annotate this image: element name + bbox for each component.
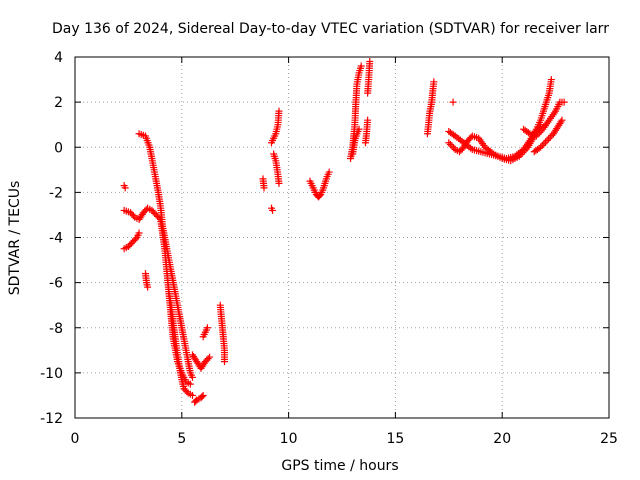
y-tick-label: 4 xyxy=(54,50,63,66)
x-axis-label: GPS time / hours xyxy=(281,458,398,474)
data-point xyxy=(144,283,152,291)
data-point xyxy=(275,179,283,187)
data-point xyxy=(199,391,207,399)
data-point xyxy=(449,98,457,106)
data-point xyxy=(532,132,540,140)
data-point xyxy=(364,116,372,124)
y-tick-label: -8 xyxy=(49,321,63,337)
data-point xyxy=(557,118,565,126)
data-point xyxy=(541,138,549,146)
y-tick-label: -6 xyxy=(49,276,63,292)
data-point xyxy=(538,142,546,150)
data-point xyxy=(204,355,212,363)
data-point xyxy=(445,139,453,147)
data-point xyxy=(536,129,544,137)
data-point xyxy=(198,393,206,401)
data-point xyxy=(448,142,456,150)
data-point xyxy=(121,184,129,192)
data-point xyxy=(355,125,363,133)
data-point xyxy=(366,58,374,66)
axis-ticks: 0 5 10 15 20 25 -12 -10 -8 -6 -4 -2 0 2 4 xyxy=(40,50,618,447)
data-point xyxy=(540,140,548,148)
data-point xyxy=(545,135,553,143)
data-point xyxy=(132,235,140,243)
x-tick-label: 15 xyxy=(386,431,404,447)
data-point xyxy=(537,143,545,151)
data-point xyxy=(203,324,211,332)
data-point xyxy=(547,76,555,84)
x-tick-label: 25 xyxy=(600,431,618,447)
x-tick-label: 10 xyxy=(280,431,298,447)
data-point xyxy=(488,149,496,157)
data-point xyxy=(446,140,454,148)
data-point xyxy=(269,206,277,214)
data-point xyxy=(206,353,214,361)
data-point xyxy=(524,129,532,137)
data-point xyxy=(275,107,283,115)
data-point xyxy=(450,144,458,152)
data-point xyxy=(135,229,143,237)
y-tick-label: -4 xyxy=(49,231,63,247)
y-tick-label: -10 xyxy=(40,366,63,382)
x-tick-label: 0 xyxy=(71,431,80,447)
data-point xyxy=(560,98,568,106)
data-point xyxy=(534,130,542,138)
y-tick-label: 0 xyxy=(54,140,63,156)
y-axis-label: SDTVAR / TECUs xyxy=(7,181,23,296)
data-point xyxy=(430,78,438,86)
data-point xyxy=(260,184,268,192)
y-tick-label: -2 xyxy=(49,185,63,201)
x-tick-label: 20 xyxy=(493,431,511,447)
data-point xyxy=(186,380,194,388)
grid-lines xyxy=(75,57,609,418)
data-point xyxy=(188,373,196,381)
data-point xyxy=(357,62,365,70)
data-point xyxy=(558,116,566,124)
data-point xyxy=(188,391,196,399)
data-point xyxy=(129,212,137,220)
chart-title: Day 136 of 2024, Sidereal Day-to-day VTE… xyxy=(52,21,609,37)
data-point xyxy=(543,136,551,144)
x-tick-label: 5 xyxy=(177,431,186,447)
data-series xyxy=(120,58,568,406)
y-tick-label: -12 xyxy=(40,411,63,427)
data-point xyxy=(183,388,191,396)
data-point xyxy=(221,358,229,366)
y-tick-label: 2 xyxy=(54,95,63,111)
data-point xyxy=(546,133,554,141)
data-point xyxy=(325,168,333,176)
data-point xyxy=(467,144,475,152)
